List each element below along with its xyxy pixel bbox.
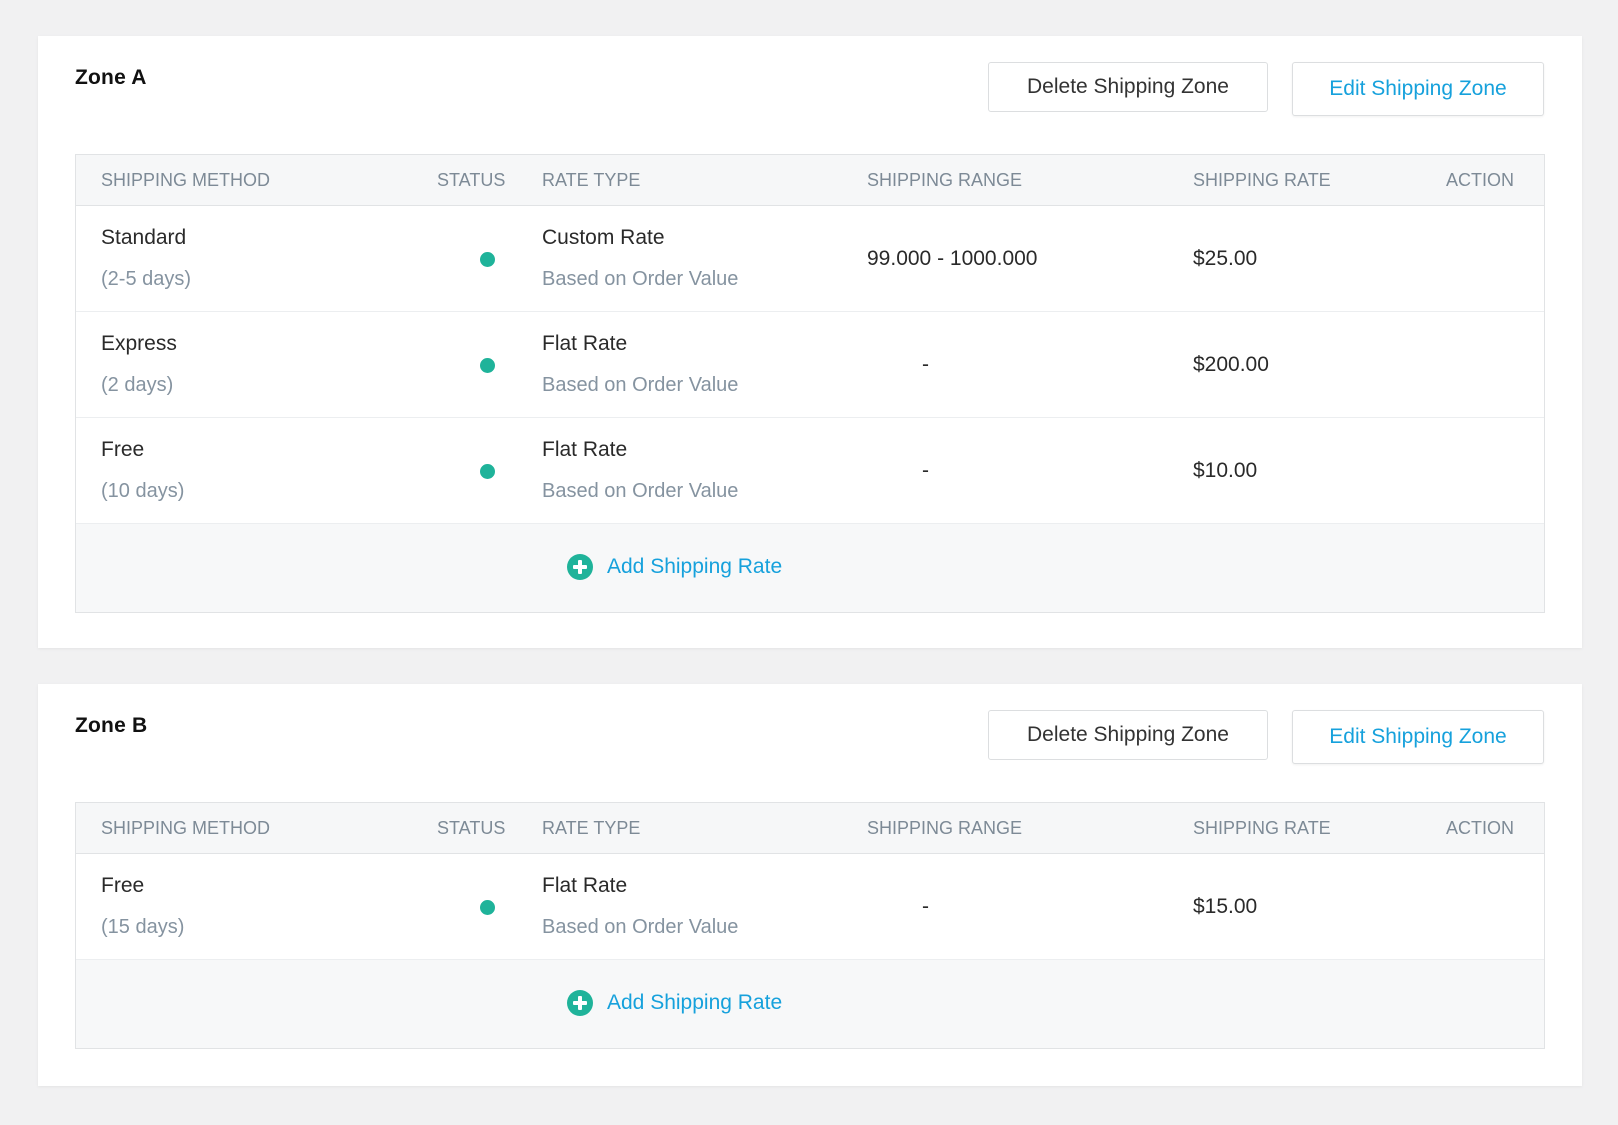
shipping-rate: $200.00 bbox=[1193, 353, 1269, 376]
table-row: Free (10 days) Flat Rate Based on Order … bbox=[76, 418, 1544, 524]
rate-type: Custom Rate bbox=[542, 226, 665, 249]
table-row: Free (15 days) Flat Rate Based on Order … bbox=[76, 854, 1544, 960]
plus-circle-icon bbox=[567, 554, 593, 580]
shipping-rate: $25.00 bbox=[1193, 247, 1258, 270]
status-active-dot-icon bbox=[480, 358, 495, 373]
shipping-zone-card: Zone A Delete Shipping Zone Edit Shippin… bbox=[38, 36, 1582, 648]
column-header-shipping-method: SHIPPING METHOD bbox=[101, 170, 271, 190]
status-active-dot-icon bbox=[480, 252, 495, 267]
edit-shipping-zone-button[interactable]: Edit Shipping Zone bbox=[1292, 710, 1544, 764]
column-header-shipping-rate: SHIPPING RATE bbox=[1193, 818, 1331, 838]
zone-title: Zone A bbox=[75, 66, 147, 89]
column-header-rate-type: RATE TYPE bbox=[542, 818, 641, 838]
shipping-rates-table: SHIPPING METHOD STATUS RATE TYPE SHIPPIN… bbox=[75, 802, 1545, 1049]
shipping-method-duration: (15 days) bbox=[101, 916, 185, 938]
shipping-rate: $15.00 bbox=[1193, 895, 1258, 918]
shipping-rates-table: SHIPPING METHOD STATUS RATE TYPE SHIPPIN… bbox=[75, 154, 1545, 613]
rate-type: Flat Rate bbox=[542, 438, 628, 461]
shipping-method-name: Free bbox=[101, 438, 145, 461]
column-header-shipping-range: SHIPPING RANGE bbox=[867, 818, 1023, 838]
column-header-shipping-range: SHIPPING RANGE bbox=[867, 170, 1023, 190]
column-header-rate-type: RATE TYPE bbox=[542, 170, 641, 190]
column-header-action: ACTION bbox=[1446, 170, 1515, 190]
shipping-method-duration: (2-5 days) bbox=[101, 268, 192, 290]
shipping-range: - bbox=[922, 353, 929, 376]
add-shipping-rate-label: Add Shipping Rate bbox=[607, 555, 783, 578]
shipping-range: 99.000 - 1000.000 bbox=[867, 247, 1038, 270]
shipping-method-duration: (10 days) bbox=[101, 480, 185, 502]
shipping-method-name: Free bbox=[101, 874, 145, 897]
shipping-method-name: Express bbox=[101, 332, 177, 355]
shipping-method-name: Standard bbox=[101, 226, 187, 249]
rate-basis: Based on Order Value bbox=[542, 374, 739, 396]
column-header-status: STATUS bbox=[437, 170, 506, 190]
delete-shipping-zone-button[interactable]: Delete Shipping Zone bbox=[988, 62, 1268, 112]
column-header-shipping-method: SHIPPING METHOD bbox=[101, 818, 271, 838]
shipping-method-duration: (2 days) bbox=[101, 374, 174, 396]
delete-shipping-zone-button[interactable]: Delete Shipping Zone bbox=[988, 710, 1268, 760]
add-shipping-rate-link[interactable]: Add Shipping Rate bbox=[567, 554, 782, 580]
table-row: Express (2 days) Flat Rate Based on Orde… bbox=[76, 312, 1544, 418]
shipping-rate: $10.00 bbox=[1193, 459, 1258, 482]
add-rate-row: Add Shipping Rate bbox=[76, 524, 1544, 612]
edit-shipping-zone-button[interactable]: Edit Shipping Zone bbox=[1292, 62, 1544, 116]
column-header-status: STATUS bbox=[437, 818, 506, 838]
shipping-range: - bbox=[922, 895, 929, 918]
column-header-action: ACTION bbox=[1446, 818, 1515, 838]
rate-type: Flat Rate bbox=[542, 332, 628, 355]
rate-basis: Based on Order Value bbox=[542, 268, 739, 290]
table-header: SHIPPING METHOD STATUS RATE TYPE SHIPPIN… bbox=[76, 803, 1544, 854]
column-header-shipping-rate: SHIPPING RATE bbox=[1193, 170, 1331, 190]
table-header: SHIPPING METHOD STATUS RATE TYPE SHIPPIN… bbox=[76, 155, 1544, 206]
add-shipping-rate-label: Add Shipping Rate bbox=[607, 991, 783, 1014]
status-active-dot-icon bbox=[480, 900, 495, 915]
zone-title: Zone B bbox=[75, 714, 148, 737]
plus-circle-icon bbox=[567, 990, 593, 1016]
rate-basis: Based on Order Value bbox=[542, 480, 739, 502]
status-active-dot-icon bbox=[480, 464, 495, 479]
shipping-zone-card: Zone B Delete Shipping Zone Edit Shippin… bbox=[38, 684, 1582, 1086]
rate-type: Flat Rate bbox=[542, 874, 628, 897]
rate-basis: Based on Order Value bbox=[542, 916, 739, 938]
add-rate-row: Add Shipping Rate bbox=[76, 960, 1544, 1048]
shipping-range: - bbox=[922, 459, 929, 482]
table-row: Standard (2-5 days) Custom Rate Based on… bbox=[76, 206, 1544, 312]
add-shipping-rate-link[interactable]: Add Shipping Rate bbox=[567, 990, 782, 1016]
